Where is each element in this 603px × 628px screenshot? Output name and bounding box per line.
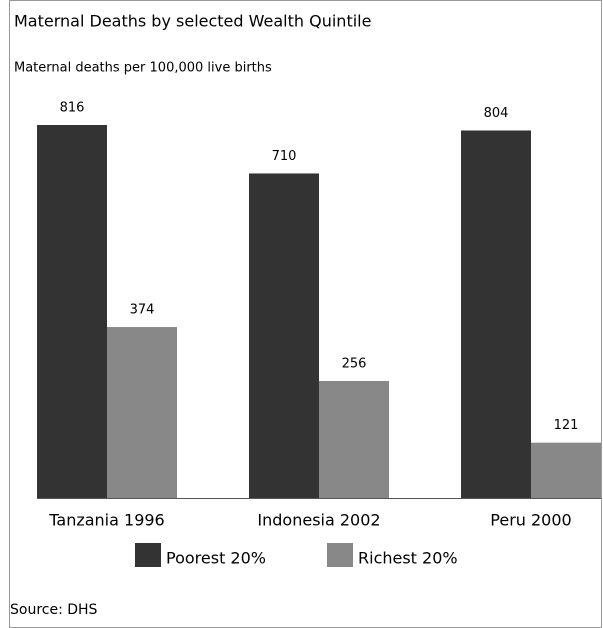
bar <box>249 173 319 498</box>
bar <box>531 442 601 498</box>
source: Source: DHS <box>10 602 98 618</box>
x-tick-label: Tanzania 1996 <box>48 511 164 530</box>
legend-swatch <box>135 543 161 567</box>
value-label: 804 <box>484 106 509 121</box>
value-label: 710 <box>272 149 297 164</box>
legend-swatch <box>327 543 353 567</box>
bar <box>319 380 389 498</box>
x-tick-label: Indonesia 2002 <box>257 511 380 530</box>
value-label: 374 <box>130 303 155 318</box>
value-label: 816 <box>60 101 85 116</box>
bar <box>461 130 531 498</box>
bar <box>107 327 177 498</box>
legend-label: Poorest 20% <box>166 549 266 568</box>
bar <box>37 125 107 498</box>
x-tick-label: Peru 2000 <box>490 511 571 530</box>
chart-subtitle: Maternal deaths per 100,000 live births <box>14 61 272 76</box>
value-label: 256 <box>342 356 367 371</box>
chart-title: Maternal Deaths by selected Wealth Quint… <box>14 12 371 31</box>
value-label: 121 <box>554 418 579 433</box>
legend-label: Richest 20% <box>358 549 458 568</box>
